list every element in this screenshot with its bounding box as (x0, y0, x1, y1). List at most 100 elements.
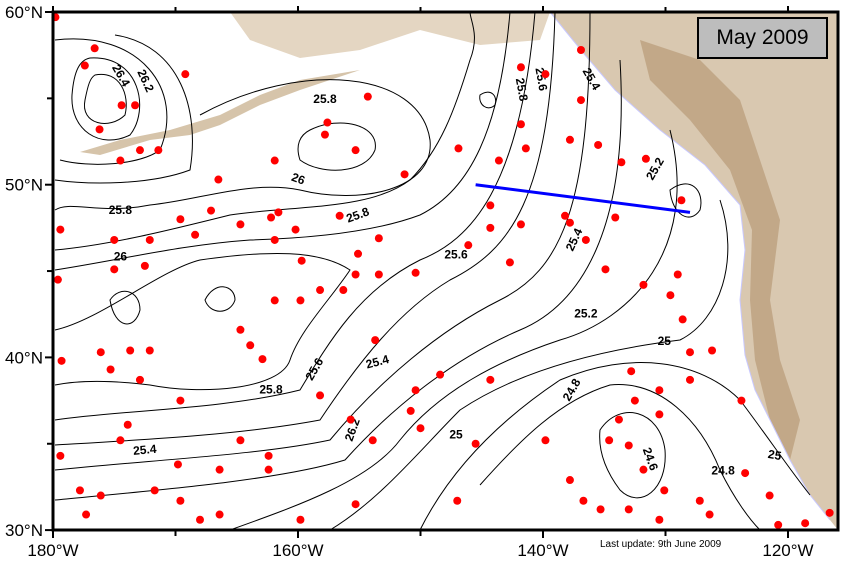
float-marker (110, 265, 119, 274)
contour-line (479, 91, 497, 109)
float-marker (95, 125, 104, 134)
float-marker (274, 208, 283, 217)
float-marker (624, 505, 633, 514)
float-marker (354, 249, 363, 258)
float-marker (541, 70, 550, 79)
float-marker (825, 508, 834, 517)
contour-line (54, 11, 511, 271)
float-marker (741, 469, 750, 478)
float-marker (56, 451, 65, 460)
float-marker (611, 213, 620, 222)
y-tick-label: 60°N (5, 3, 43, 22)
float-marker (453, 496, 462, 505)
float-marker (695, 496, 704, 505)
float-marker (581, 235, 590, 244)
contour-line (54, 59, 622, 501)
float-marker (454, 144, 463, 153)
float-marker (576, 96, 585, 105)
contour-label: 26.4 (109, 62, 133, 90)
float-marker (486, 375, 495, 384)
float-marker (411, 268, 420, 277)
float-marker (116, 156, 125, 165)
float-marker (705, 510, 714, 519)
float-marker (541, 436, 550, 445)
float-marker (150, 486, 159, 495)
float-marker (131, 101, 140, 110)
float-marker (135, 146, 144, 155)
float-marker (614, 415, 623, 424)
contour-line (54, 79, 431, 211)
contour-label: 25.8 (259, 382, 283, 396)
float-marker (215, 465, 224, 474)
float-marker (270, 296, 279, 305)
float-marker (267, 213, 276, 222)
float-marker (339, 286, 348, 295)
float-marker (639, 465, 648, 474)
float-marker (617, 158, 626, 167)
contour-line (297, 122, 376, 171)
contour-label: 26 (290, 170, 308, 188)
x-tick-label: 160°W (272, 541, 323, 560)
transect-line (475, 183, 691, 214)
aleutian-islands (80, 70, 360, 155)
float-marker (82, 510, 91, 519)
contour-line (84, 73, 127, 124)
float-marker (416, 424, 425, 433)
coastline (549, 11, 831, 521)
float-marker (316, 286, 325, 295)
float-marker (596, 505, 605, 514)
float-marker (400, 170, 409, 179)
y-tick-label: 30°N (5, 521, 43, 540)
float-marker (346, 415, 355, 424)
float-marker (236, 220, 245, 229)
contour-label: 25.8 (513, 77, 531, 103)
contour-label: 25 (449, 427, 463, 441)
contour-line (329, 199, 729, 531)
float-marker (214, 175, 223, 184)
float-marker (655, 515, 664, 524)
contour-line (54, 11, 556, 446)
float-marker (561, 211, 570, 220)
float-marker (117, 101, 126, 110)
float-marker (630, 396, 639, 405)
contour-label: 25.4 (364, 352, 390, 372)
x-tick-label: 140°W (517, 541, 568, 560)
float-marker (215, 510, 224, 519)
float-marker (371, 336, 380, 345)
float-marker (374, 234, 383, 243)
float-marker (258, 355, 267, 364)
float-marker (708, 346, 717, 355)
float-marker (176, 215, 185, 224)
float-marker (471, 439, 480, 448)
float-marker (296, 515, 305, 524)
float-marker (363, 92, 372, 101)
y-tick-label: 50°N (5, 176, 43, 195)
float-marker (627, 367, 636, 376)
float-positions (51, 13, 834, 529)
float-marker (297, 256, 306, 265)
float-marker (677, 196, 686, 205)
land (80, 11, 838, 530)
float-marker (641, 154, 650, 163)
contour-label: 25 (658, 334, 672, 348)
contour-label: 25.4 (133, 442, 158, 458)
float-marker (145, 346, 154, 355)
float-marker (516, 63, 525, 72)
float-marker (196, 515, 204, 524)
contour-line (669, 183, 702, 218)
contour-label: 26 (114, 249, 128, 263)
float-marker (135, 375, 144, 384)
float-marker (246, 341, 255, 350)
contour-line (419, 362, 811, 531)
float-marker (368, 436, 377, 445)
float-marker (516, 220, 525, 229)
float-marker (335, 211, 344, 220)
float-marker (123, 420, 132, 429)
float-marker (565, 135, 574, 144)
float-marker (320, 130, 329, 139)
float-marker (270, 235, 279, 244)
float-marker (323, 118, 332, 127)
float-marker (624, 441, 633, 450)
float-marker (579, 496, 588, 505)
